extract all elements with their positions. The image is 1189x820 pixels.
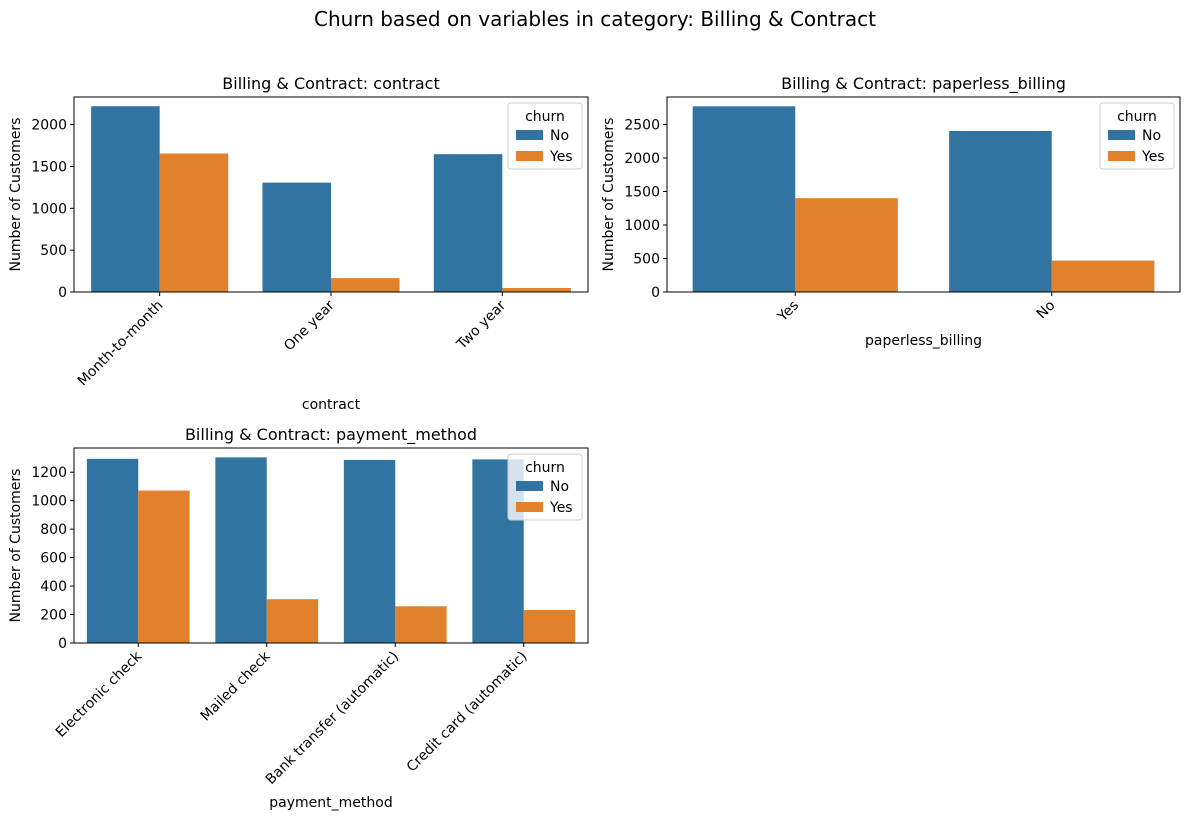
y-tick-label: 500 bbox=[40, 243, 67, 259]
legend-title: churn bbox=[525, 460, 565, 476]
bar-mailed-check-yes bbox=[266, 599, 319, 643]
bar-one-year-no bbox=[262, 182, 331, 292]
legend-swatch-yes bbox=[1108, 151, 1135, 161]
legend-label-yes: Yes bbox=[1141, 149, 1165, 165]
bar-bank-transfer-automatic-yes bbox=[395, 606, 447, 643]
y-tick-label: 600 bbox=[40, 551, 67, 567]
bar-electronic-check-yes bbox=[138, 490, 190, 643]
y-tick-label: 1500 bbox=[31, 159, 67, 175]
bar-yes-no bbox=[692, 106, 796, 293]
legend-swatch-no bbox=[516, 130, 543, 140]
y-tick-label: 500 bbox=[633, 251, 660, 267]
y-tick-label: 1000 bbox=[624, 218, 660, 234]
legend-swatch-yes bbox=[516, 151, 543, 161]
axes-frame bbox=[73, 447, 589, 644]
y-tick-label: 2500 bbox=[624, 117, 660, 133]
x-tick-label-two-year: Two year bbox=[453, 297, 509, 353]
legend-swatch-no bbox=[516, 481, 543, 491]
bar-mailed-check-no bbox=[215, 457, 267, 643]
bar-electronic-check-no bbox=[86, 458, 139, 643]
legend-label-no: No bbox=[550, 128, 569, 144]
x-tick-label-mailed-check: Mailed check bbox=[198, 648, 275, 725]
figure-title: Churn based on variables in category: Bi… bbox=[314, 7, 876, 31]
subplot-title: Billing & Contract: paperless_billing bbox=[781, 74, 1066, 94]
axes-frame bbox=[666, 96, 1181, 293]
bar-no-yes bbox=[1051, 260, 1155, 292]
bar-two-year-no bbox=[433, 154, 503, 292]
y-tick-label: 2000 bbox=[31, 118, 67, 134]
legend-swatch-no bbox=[1108, 130, 1135, 140]
bar-no-no bbox=[949, 130, 1052, 292]
x-tick-label-yes: Yes bbox=[774, 298, 802, 326]
legend-title: churn bbox=[1117, 109, 1157, 125]
bar-yes-yes bbox=[795, 198, 898, 292]
x-axis-label: contract bbox=[302, 397, 361, 413]
legend: churn No Yes bbox=[1099, 102, 1175, 170]
legend-label-yes: Yes bbox=[549, 149, 573, 165]
y-tick-label: 1000 bbox=[31, 494, 67, 510]
subplot-2: 0 500 1000 1500 2000 2500 Yes No Billing & Contr… bbox=[601, 74, 1181, 349]
y-tick-label: 0 bbox=[58, 636, 67, 652]
x-tick-label-electronic-check: Electronic check bbox=[53, 648, 146, 741]
y-tick-label: 1200 bbox=[31, 465, 67, 481]
legend-label-no: No bbox=[550, 479, 569, 495]
subplot-3: 0 200 400 600 800 1000 1200 Electronic check Mai… bbox=[8, 425, 589, 811]
legend-title: churn bbox=[525, 109, 565, 125]
x-tick-label-bank-transfer-automatic: Bank transfer (automatic) bbox=[263, 649, 402, 788]
bar-credit-card-automatic-yes bbox=[523, 609, 576, 643]
y-axis-label: Number of Customers bbox=[601, 118, 617, 272]
y-tick-label: 1500 bbox=[624, 184, 660, 200]
bar-one-year-yes bbox=[331, 278, 400, 292]
y-tick-label: 0 bbox=[651, 285, 660, 301]
legend: churn No Yes bbox=[507, 453, 583, 521]
legend-label-yes: Yes bbox=[549, 500, 573, 516]
y-tick-label: 200 bbox=[40, 608, 67, 624]
subplot-title: Billing & Contract: contract bbox=[222, 74, 439, 93]
x-tick-label-credit-card-automatic: Credit card (automatic) bbox=[404, 649, 531, 776]
y-tick-label: 800 bbox=[40, 522, 67, 538]
y-tick-label: 2000 bbox=[624, 151, 660, 167]
subplot-1: 0 500 1000 1500 2000 Month-to-month One year Tw… bbox=[8, 74, 589, 413]
y-tick-label: 0 bbox=[58, 285, 67, 301]
legend-label-no: No bbox=[1142, 128, 1161, 144]
x-tick-label-no: No bbox=[1034, 298, 1059, 323]
x-axis-label: paperless_billing bbox=[865, 333, 982, 349]
bar-two-year-yes bbox=[502, 287, 571, 292]
bar-bank-transfer-automatic-no bbox=[343, 459, 396, 643]
bar-month-to-month-no bbox=[91, 106, 160, 292]
legend: churn No Yes bbox=[507, 102, 583, 170]
y-axis-label: Number of Customers bbox=[8, 469, 24, 623]
x-tick-label-one-year: One year bbox=[281, 297, 338, 354]
y-tick-label: 1000 bbox=[31, 201, 67, 217]
subplot-title: Billing & Contract: payment_method bbox=[185, 425, 477, 445]
x-axis-label: payment_method bbox=[269, 795, 392, 811]
legend-swatch-yes bbox=[516, 502, 543, 512]
x-tick-label-month-to-month: Month-to-month bbox=[75, 298, 167, 390]
bar-month-to-month-yes bbox=[159, 153, 229, 292]
y-tick-label: 400 bbox=[40, 579, 67, 595]
y-axis-label: Number of Customers bbox=[8, 118, 24, 272]
